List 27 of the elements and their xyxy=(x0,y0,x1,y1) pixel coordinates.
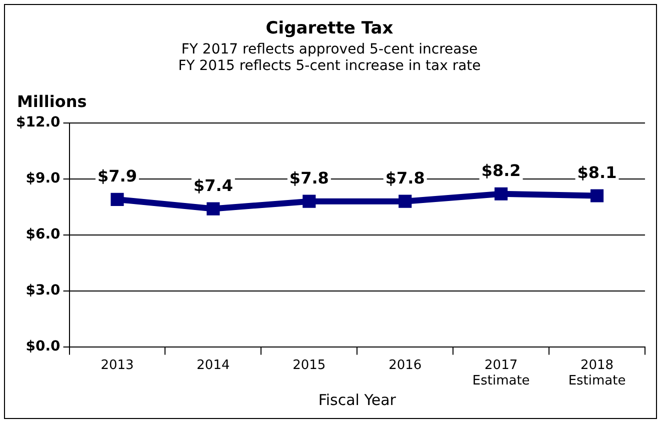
data-label: $7.8 xyxy=(385,168,425,188)
x-axis-title: Fiscal Year xyxy=(318,390,397,409)
chart-subtitle: FY 2017 reflects approved 5-cent increase FY 2015 reflects 5-cent increase in tax rate xyxy=(178,41,481,74)
y-tick-label: $3.0 xyxy=(26,282,61,298)
data-label: $8.1 xyxy=(577,162,617,182)
x-tick-label: 2014 xyxy=(196,358,230,373)
data-label: $7.8 xyxy=(289,168,329,188)
x-tick-label: 2018 Estimate xyxy=(568,358,626,389)
x-tick-label: 2015 xyxy=(292,358,326,373)
chart-title: Cigarette Tax xyxy=(266,18,394,39)
x-tick-label: 2013 xyxy=(100,358,134,373)
y-axis-title: Millions xyxy=(17,92,87,112)
x-tick-label: 2016 xyxy=(388,358,422,373)
point xyxy=(398,194,412,208)
point xyxy=(302,194,316,208)
y-tick-label: $9.0 xyxy=(26,170,61,187)
point xyxy=(206,202,220,216)
x-tick-label: 2017 Estimate xyxy=(472,358,530,389)
point xyxy=(494,187,508,200)
y-tick-label: $6.0 xyxy=(26,226,61,243)
data-label: $7.9 xyxy=(98,166,137,186)
data-label: $7.4 xyxy=(193,176,233,195)
point xyxy=(590,189,604,202)
data-label: $8.2 xyxy=(481,161,521,180)
y-tick-label: $12.0 xyxy=(16,114,61,131)
y-tick-label: $0.0 xyxy=(26,338,61,354)
point xyxy=(110,192,124,206)
